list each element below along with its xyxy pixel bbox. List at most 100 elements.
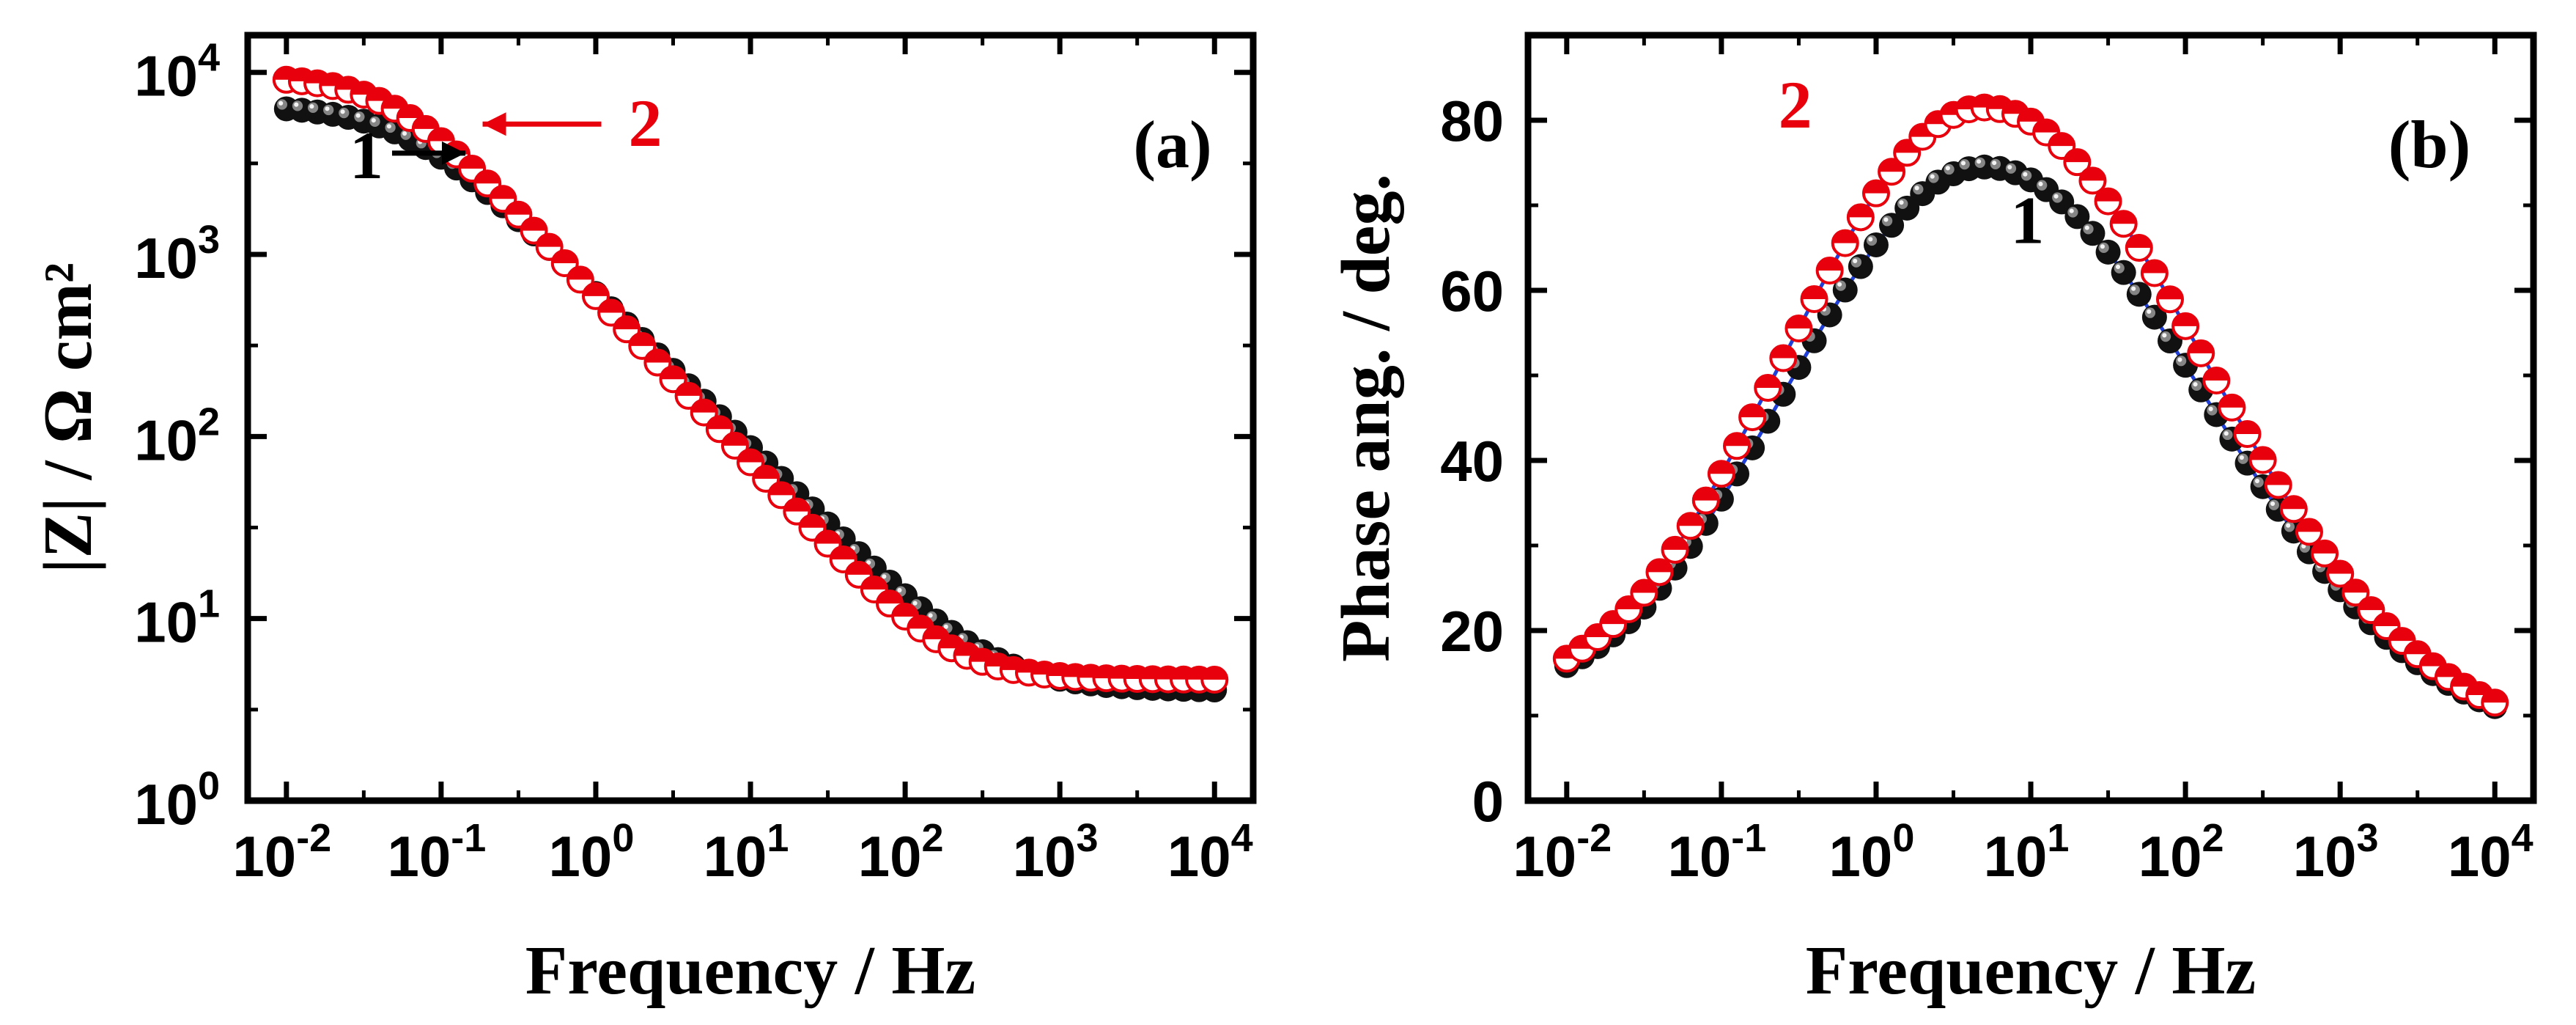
panel-a-series-2-point [674,381,703,410]
panel-a-ticks [248,35,1253,804]
panel-a-annotations: 21 [350,86,663,193]
panel-a-y-tick-label: 102 [134,400,220,472]
panel-b-series-1-point [2049,189,2075,215]
panel-a-series-2 [272,65,1229,694]
panel-b-series-2-point [2248,446,2277,474]
panel-a-y-tick-labels: 100 101 102 103 104 [134,36,220,837]
panel-b-y-tick-label: 40 [1440,429,1504,493]
panel-b-y-tick-label: 60 [1440,259,1504,323]
panel-b-series-2-point [2140,259,2169,287]
panel-a-bode-modulus: 10-2 10-1 100 101 102 103 104 100101102103104 … [30,32,1257,1009]
panel-b-series-2-point [2388,627,2416,655]
panel-b-series-1-point [2126,282,2152,307]
panel-a-series-1-arrow [391,141,465,165]
panel-a-label: (a) [1133,107,1211,182]
panel-b-x-tick-label: 103 [2293,816,2379,889]
panel-b-series-2-point [1676,512,1705,540]
panel-b-series-2-point [1738,403,1767,432]
panel-b-series-2-point [2341,578,2370,607]
panel-b-plot-frame [1524,32,2537,804]
panel-b-series-2-point [2063,148,2092,177]
panel-b-series-2-point [2218,393,2246,422]
panel-a-x-tick-label: 104 [1167,816,1253,889]
panel-a-y-tick-label: 104 [134,36,220,109]
panel-b-y-tick-label: 20 [1440,599,1504,664]
panel-b-x-tick-label: 10-2 [1513,816,1612,889]
panel-a-series-2-point [844,560,873,589]
panel-b-y-axis-label: Phase ang. / deg. [1328,174,1404,662]
panel-b-series-2-point [1645,558,1674,587]
panel-b-series-1-point [1879,213,1905,238]
panel-a-y-tick-label: 103 [134,218,220,290]
panel-b-series-2-point [2094,187,2122,216]
panel-b-series-1-label: 1 [2010,183,2044,258]
panel-b-series-2-point [1800,284,1828,313]
panel-a-x-tick-label: 101 [704,816,789,889]
panel-b-series-2-point [1723,432,1752,460]
panel-b-series-2-point [2187,339,2215,367]
panel-a-series-2-point [473,169,502,198]
panel-a-series-2-point [597,298,626,327]
panel-b-y-tick-label: 0 [1472,769,1504,834]
panel-a-series-2-point [953,642,981,670]
panel-b-series-2-point [1754,374,1782,403]
panel-b-series-2-point [1661,535,1689,564]
panel-b-series-2-point [2171,312,2200,340]
panel-b-series-2-point [2264,471,2292,499]
panel-b-bode-phase: 10-2 10-1 100 101 102 103 104 0 20 40 60 80 21 (b)… [1328,32,2537,1009]
panel-b-series-2-point [2279,495,2308,523]
panel-b-series-2-point [1861,179,1890,207]
panel-a-y-axis-label: |Z| / Ω cm² [30,262,106,573]
panel-b-series-2-point [2017,107,2045,136]
panel-b-x-tick-label: 102 [2138,816,2224,889]
panel-b-series-2-point [1831,229,1859,257]
panel-a-y-tick-label: 101 [134,582,220,655]
panel-b-series-2 [1552,93,2509,717]
panel-a-x-tick-label: 10-1 [388,816,487,889]
panel-b-x-tick-label: 101 [1984,816,2070,889]
panel-a-series-2-arrow [482,112,602,136]
panel-b-series-2-point [2326,559,2355,588]
panel-b-series-1-point [2141,304,2167,330]
panel-b-series-2-point [2125,234,2153,262]
panel-b-series-1-point [2080,221,2106,246]
panel-a-series-2-point [581,282,610,310]
panel-b-series-2-point [1769,344,1798,372]
panel-b-x-tick-label: 100 [1829,816,1915,889]
panel-b-series-2-point [2311,539,2339,567]
panel-b-series-2-point [2481,688,2509,717]
panel-a-x-tick-label: 10-2 [232,816,331,889]
panel-b-series-2-point [2202,366,2231,394]
panel-a-x-tick-label: 100 [549,816,635,889]
panel-a-series-2-point [1200,666,1229,694]
panel-b-series-2-point [1785,314,1813,342]
panel-b-series-2-point [2155,285,2184,314]
panel-b-annotations: 21 [1779,67,2045,258]
panel-a-series-2-label: 2 [629,86,663,161]
panel-b-series-2-point [1630,578,1658,607]
panel-b-series-2-point [1691,486,1720,515]
panel-b-x-tick-label: 10-1 [1668,816,1767,889]
panel-b-x-tick-label: 104 [2448,816,2533,889]
panel-b-label: (b) [2388,107,2470,182]
panel-b-series-2-point [2450,672,2479,701]
panel-a-y-tick-label: 100 [134,764,220,837]
panel-b-series-2-point [1815,257,1844,285]
panel-b-series-2-point [2109,210,2138,238]
panel-b-y-tick-labels: 0 20 40 60 80 [1440,89,1504,834]
panel-a-series-1 [273,96,1228,703]
panel-b-series-1-point [2111,260,2136,285]
panel-a-x-axis-label: Frequency / Hz [525,933,975,1009]
panel-b-series-2-point [2078,166,2107,195]
panel-a-series-1-label: 1 [350,118,383,193]
panel-a-x-tick-labels: 10-2 10-1 100 101 102 103 104 [232,816,1252,889]
panel-b-y-tick-label: 80 [1440,89,1504,153]
panel-a-x-tick-label: 103 [1013,816,1099,889]
panel-b-series-2-point [2233,420,2262,449]
panel-b-x-tick-labels: 10-2 10-1 100 101 102 103 104 [1513,816,2533,889]
panel-b-series-1-point [1832,277,1858,303]
panel-b-series-1-point [1848,254,1873,279]
panel-b-series-2-point [1846,203,1875,232]
panel-b-x-axis-label: Frequency / Hz [1806,933,2256,1009]
